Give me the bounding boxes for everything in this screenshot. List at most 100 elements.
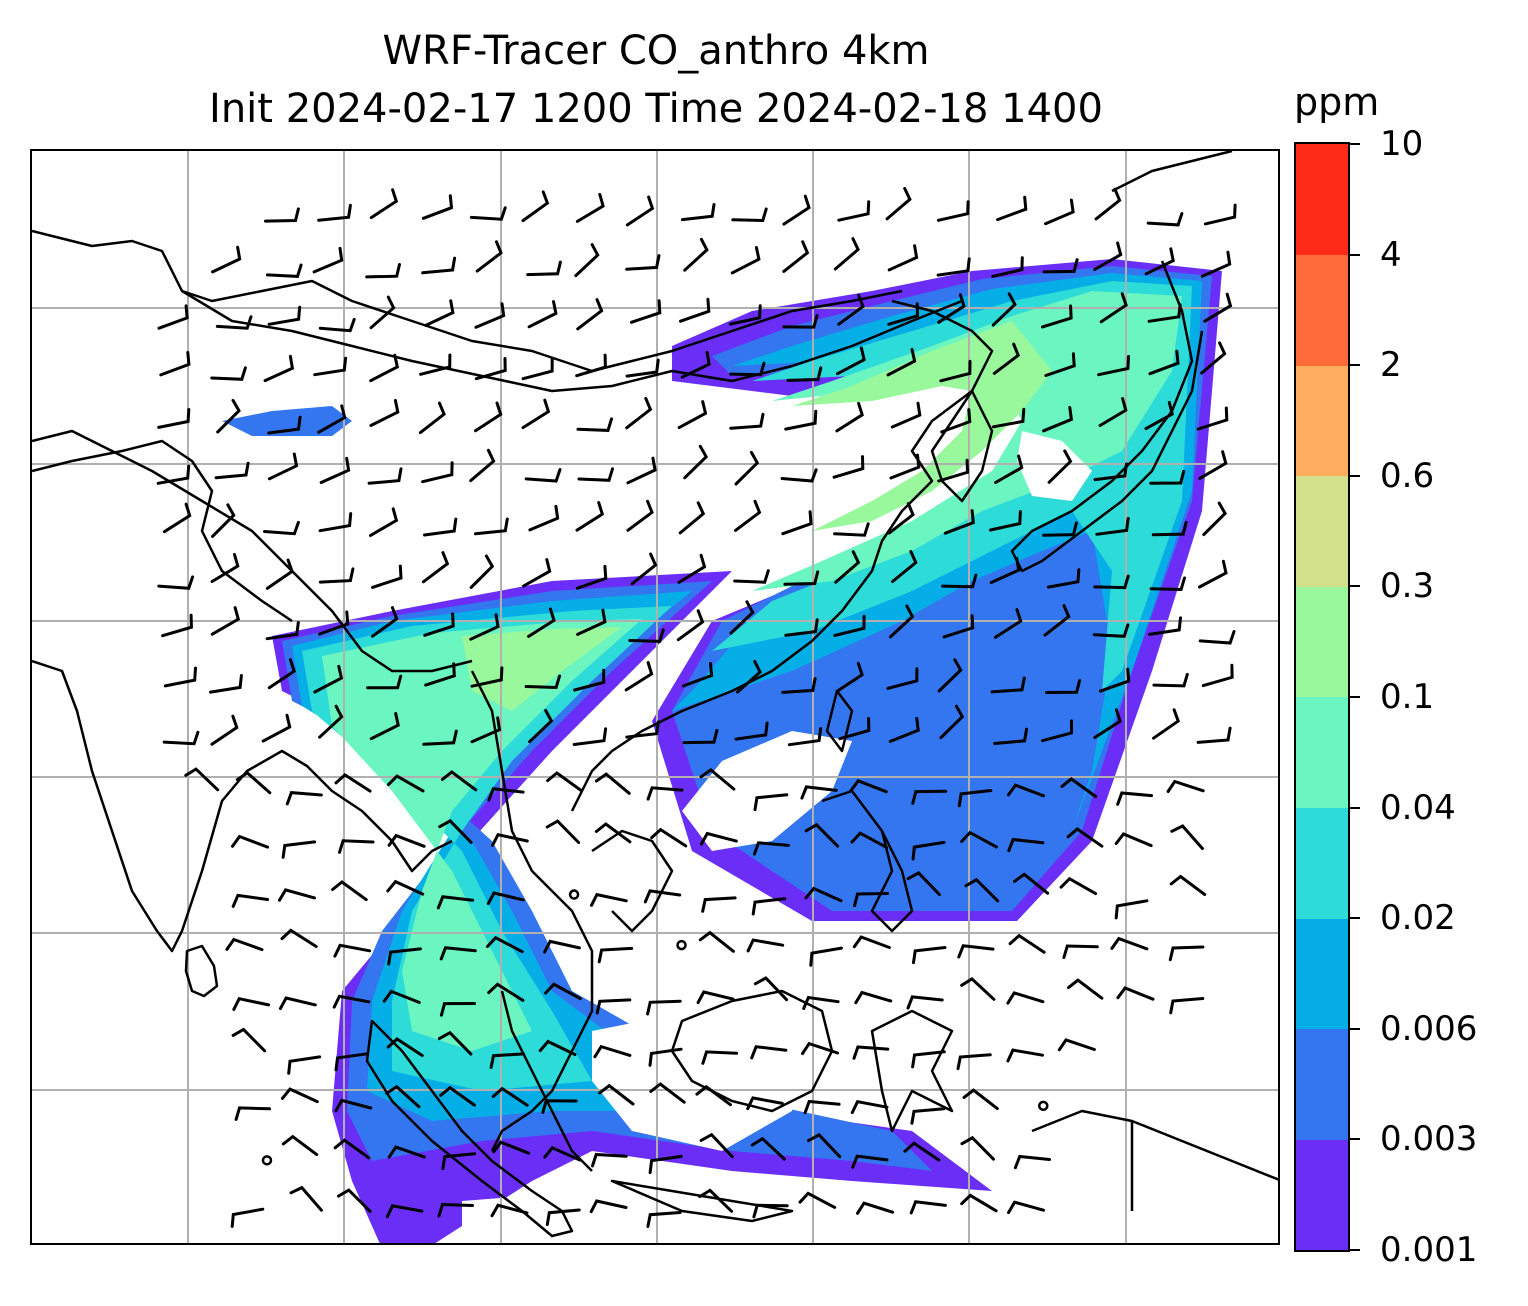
wind-barb xyxy=(911,789,948,805)
wind-barb xyxy=(574,243,600,278)
wind-barb xyxy=(281,840,317,859)
coastline-india xyxy=(32,659,453,953)
wind-barb xyxy=(334,1098,373,1113)
wind-barb xyxy=(850,1100,889,1114)
map-canvas xyxy=(32,151,1278,1243)
wind-barb xyxy=(960,1135,995,1161)
wind-barb xyxy=(783,570,820,586)
wind-barb xyxy=(369,295,396,330)
wind-barb xyxy=(911,1050,946,1069)
wind-barb xyxy=(838,717,871,741)
wind-barb xyxy=(626,499,654,532)
wind-barb xyxy=(387,774,425,793)
wind-barb xyxy=(628,628,665,643)
wind-barb xyxy=(333,943,372,958)
wind-barb xyxy=(162,502,192,534)
coastline-china-east xyxy=(570,299,994,812)
wind-barb xyxy=(780,468,818,483)
wind-barb xyxy=(365,263,401,279)
wind-barb xyxy=(804,886,843,903)
wind-barb xyxy=(522,558,552,588)
wind-barb xyxy=(421,461,454,484)
wind-barb xyxy=(939,359,972,383)
wind-barb xyxy=(699,768,736,791)
wind-barb xyxy=(387,1145,426,1159)
wind-barb xyxy=(216,398,241,434)
wind-barb xyxy=(991,256,1024,278)
colorbar-tick-label: 0.04 xyxy=(1380,787,1456,828)
wind-barb xyxy=(736,659,762,694)
wind-barb xyxy=(1099,292,1128,324)
coastline-philippines xyxy=(821,789,914,933)
wind-barb xyxy=(624,661,654,692)
wind-barb xyxy=(837,200,871,222)
wind-barb xyxy=(912,946,947,965)
wind-barb xyxy=(729,361,766,377)
wind-barb xyxy=(643,889,682,904)
wind-barb xyxy=(886,667,919,690)
wind-barb xyxy=(210,366,247,381)
calm-wind-circle xyxy=(676,939,687,951)
wind-barb xyxy=(990,676,1026,694)
wind-barb xyxy=(835,661,864,693)
wind-barb xyxy=(215,315,253,330)
wind-barb xyxy=(521,190,550,223)
wind-barb xyxy=(575,192,605,223)
wind-barb xyxy=(701,896,737,913)
wind-barb xyxy=(1093,462,1128,482)
wind-barb xyxy=(1170,824,1204,850)
wind-barb xyxy=(1148,349,1180,376)
wind-barb xyxy=(437,1202,474,1218)
wind-barb xyxy=(937,458,970,483)
wind-barb xyxy=(1149,576,1186,592)
wind-barb xyxy=(266,263,303,278)
wind-barb xyxy=(369,188,399,220)
wind-barb xyxy=(833,237,860,271)
wind-barb xyxy=(1149,469,1186,485)
wind-barb xyxy=(210,606,241,636)
wind-barb xyxy=(802,995,840,1010)
wind-barb xyxy=(787,727,823,747)
figure-subtitle: Init 2024-02-17 1200 Time 2024-02-18 140… xyxy=(209,86,1103,132)
wind-barb xyxy=(832,455,865,479)
wind-barb xyxy=(421,256,457,275)
wind-barb xyxy=(734,450,760,486)
wind-barb xyxy=(267,305,302,326)
wind-barb xyxy=(157,575,195,590)
colorbar-segment xyxy=(1296,365,1348,477)
wind-barb xyxy=(267,658,296,690)
wind-barb xyxy=(648,1047,683,1067)
wind-barb xyxy=(1045,679,1082,694)
wind-barb xyxy=(750,1136,786,1161)
wind-barb xyxy=(440,770,478,792)
wind-barb xyxy=(163,666,197,688)
wind-barb xyxy=(1044,352,1076,377)
colorbar-tick-label: 2 xyxy=(1380,345,1402,386)
wind-barb xyxy=(439,1085,476,1107)
wind-barb xyxy=(1203,292,1233,323)
wind-barb xyxy=(943,509,975,535)
wind-barb xyxy=(184,767,220,792)
wind-barb xyxy=(854,990,893,1005)
wind-barb xyxy=(491,1086,529,1107)
wind-barb xyxy=(474,401,503,433)
wind-barb xyxy=(903,1141,941,1162)
wind-barb xyxy=(261,713,292,743)
wind-barb xyxy=(960,977,996,1001)
wind-barb xyxy=(162,730,200,746)
wind-barb xyxy=(231,1027,267,1053)
wind-barb xyxy=(318,512,353,533)
wind-barb xyxy=(589,1199,628,1214)
colorbar-tick xyxy=(1350,364,1360,367)
wind-barb xyxy=(1006,783,1045,798)
wind-barb xyxy=(264,207,300,223)
wind-barb xyxy=(1093,708,1122,739)
coastline-borneo xyxy=(670,989,834,1113)
wind-barb xyxy=(312,246,344,274)
wind-barb xyxy=(734,499,762,532)
colorbar-tick-label: 0.02 xyxy=(1380,898,1456,939)
wind-barb xyxy=(836,346,866,376)
wind-barb xyxy=(784,618,819,637)
wind-barb xyxy=(474,517,509,536)
wind-barb xyxy=(280,1087,319,1104)
